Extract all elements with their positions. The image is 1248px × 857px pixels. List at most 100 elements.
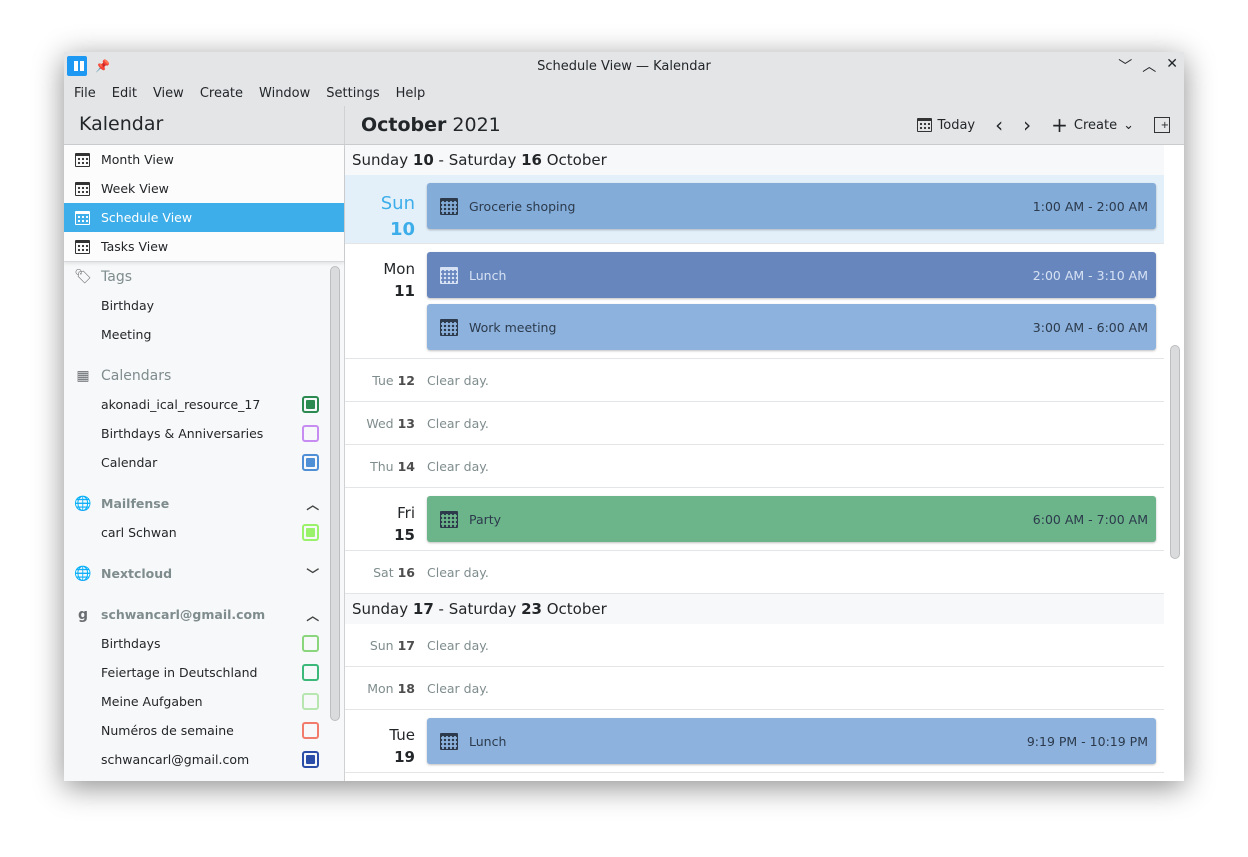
calendar-checkbox[interactable] bbox=[302, 722, 319, 739]
sidebar-item-week-view[interactable]: Week View bbox=[64, 174, 344, 203]
item-label: Meeting bbox=[101, 327, 152, 342]
weekday: Fri bbox=[397, 504, 415, 522]
calendar-item[interactable]: Numéros de semaine bbox=[64, 716, 328, 745]
title-bar: 📌 Schedule View — Kalendar ﹀ ︿ ✕ bbox=[64, 52, 1184, 80]
sidebar-item-month-view[interactable]: Month View bbox=[64, 145, 344, 174]
event-time: 2:00 AM - 3:10 AM bbox=[1032, 267, 1148, 283]
calendar-item[interactable]: Meine Aufgaben bbox=[64, 687, 328, 716]
event-time: 3:00 AM - 6:00 AM bbox=[1032, 319, 1148, 335]
today-button[interactable]: Today bbox=[916, 118, 975, 133]
day-label: Sat 16 bbox=[345, 565, 427, 580]
week-header-part: 16 bbox=[521, 151, 542, 169]
menu-view[interactable]: View bbox=[152, 85, 184, 101]
section-nextcloud[interactable]: 🌐 Nextcloud ﹀ bbox=[64, 559, 328, 588]
calendar-checkbox[interactable] bbox=[302, 524, 319, 541]
calendar-item[interactable]: Birthday bbox=[64, 291, 328, 320]
item-label: Calendar bbox=[101, 455, 158, 470]
section-label: Nextcloud bbox=[101, 566, 173, 581]
day-number: 15 bbox=[394, 526, 415, 544]
minimize-button[interactable]: ﹀ bbox=[1118, 59, 1133, 75]
create-button[interactable]: + Create ⌄ bbox=[1051, 113, 1134, 137]
calendar-item[interactable]: Feiertage in Deutschland bbox=[64, 658, 328, 687]
menu-help[interactable]: Help bbox=[395, 85, 426, 101]
day-number: 11 bbox=[394, 282, 415, 300]
event-card[interactable]: Party 6:00 AM - 7:00 AM bbox=[427, 496, 1156, 542]
section-schwancarl-gmail-com[interactable]: g schwancarl@gmail.com ︿ bbox=[64, 600, 328, 629]
view-icon bbox=[75, 152, 90, 167]
sidebar-item-schedule-view[interactable]: Schedule View bbox=[64, 203, 344, 232]
calendar-item[interactable]: Meeting bbox=[64, 320, 328, 349]
clear-day-text: Clear day. bbox=[427, 458, 489, 474]
calendar-item[interactable]: carl Schwan bbox=[64, 518, 328, 547]
menu-file[interactable]: File bbox=[74, 85, 96, 101]
week-header-part: - Saturday bbox=[433, 151, 522, 169]
item-label: Meine Aufgaben bbox=[101, 694, 203, 709]
calendar-icon bbox=[916, 118, 932, 132]
schedule-scrollbar[interactable] bbox=[1170, 345, 1180, 559]
calendar-checkbox[interactable] bbox=[302, 635, 319, 652]
chevron-down-icon[interactable]: ﹀ bbox=[306, 567, 319, 582]
day-label: Sun 10 bbox=[345, 175, 427, 243]
calendar-icon: ▦ bbox=[76, 367, 90, 384]
calendar-item[interactable]: Birthdays bbox=[64, 629, 328, 658]
menu-window[interactable]: Window bbox=[259, 85, 311, 101]
pin-icon[interactable]: 📌 bbox=[95, 59, 110, 73]
calendar-item[interactable]: Birthdays & Anniversaries bbox=[64, 419, 328, 448]
calendar-checkbox[interactable] bbox=[302, 693, 319, 710]
event-card[interactable]: Grocerie shoping 1:00 AM - 2:00 AM bbox=[427, 183, 1156, 229]
view-icon bbox=[75, 239, 90, 254]
day-label: Mon 18 bbox=[345, 681, 427, 696]
week-header-part: Sunday bbox=[352, 151, 413, 169]
kalendar-app-icon[interactable] bbox=[67, 56, 87, 76]
next-button[interactable]: › bbox=[1023, 113, 1032, 137]
section-mailfense[interactable]: 🌐 Mailfense ︿ bbox=[64, 489, 328, 518]
day-label: Mon 11 bbox=[345, 244, 427, 358]
day-label: Fri 15 bbox=[345, 488, 427, 550]
maximize-button[interactable]: ︿ bbox=[1142, 59, 1157, 75]
calendar-checkbox[interactable] bbox=[302, 396, 319, 413]
globe-icon: 🌐 bbox=[74, 495, 92, 512]
event-card[interactable]: Lunch 9:19 PM - 10:19 PM bbox=[427, 718, 1156, 764]
day-number: 16 bbox=[397, 564, 415, 580]
menu-settings[interactable]: Settings bbox=[326, 85, 380, 101]
day-label: Sun 17 bbox=[345, 638, 427, 653]
sidebar-title: Kalendar bbox=[64, 106, 345, 144]
event-card[interactable]: Work meeting 3:00 AM - 6:00 AM bbox=[427, 304, 1156, 350]
close-button[interactable]: ✕ bbox=[1166, 56, 1178, 72]
calendar-item[interactable]: Calendar bbox=[64, 448, 328, 477]
create-label: Create bbox=[1073, 117, 1118, 133]
calendar-checkbox[interactable] bbox=[302, 751, 319, 768]
section-tags[interactable]: 🏷 Tags bbox=[64, 262, 328, 291]
menu-create[interactable]: Create bbox=[199, 85, 244, 101]
toggle-panel-button[interactable]: + bbox=[1154, 117, 1170, 133]
event-title: Lunch bbox=[469, 267, 507, 283]
calendar-checkbox[interactable] bbox=[302, 664, 319, 681]
week-header-part: 17 bbox=[412, 600, 434, 618]
calendar-checkbox[interactable] bbox=[302, 454, 319, 471]
event-icon bbox=[440, 732, 458, 750]
event-card[interactable]: Lunch 2:00 AM - 3:10 AM bbox=[427, 252, 1156, 298]
view-icon bbox=[75, 210, 90, 225]
item-label: schwancarl@gmail.com bbox=[101, 752, 250, 767]
day-number: 14 bbox=[397, 458, 415, 474]
day-row: Mon 18 Clear day. bbox=[345, 667, 1164, 710]
menu-edit[interactable]: Edit bbox=[111, 85, 137, 101]
previous-button[interactable]: ‹ bbox=[995, 113, 1004, 137]
day-row: Sun 17 Clear day. bbox=[345, 624, 1164, 667]
calendar-item[interactable]: akonadi_ical_resource_17 bbox=[64, 390, 328, 419]
weekday: Sat bbox=[373, 564, 394, 580]
section-calendars[interactable]: ▦ Calendars bbox=[64, 361, 328, 390]
calendar-item[interactable]: schwancarl@gmail.com bbox=[64, 745, 328, 774]
sidebar-scrollbar[interactable] bbox=[330, 266, 340, 721]
kalendar-window: 📌 Schedule View — Kalendar ﹀ ︿ ✕ File Edi… bbox=[64, 52, 1184, 781]
event-icon bbox=[440, 197, 458, 215]
event-time: 1:00 AM - 2:00 AM bbox=[1032, 198, 1148, 214]
sidebar-item-tasks-view[interactable]: Tasks View bbox=[64, 232, 344, 261]
chevron-up-icon[interactable]: ︿ bbox=[306, 608, 319, 623]
sidebar-item-label: Schedule View bbox=[101, 210, 193, 225]
calendar-checkbox[interactable] bbox=[302, 425, 319, 442]
event-time: 6:00 AM - 7:00 AM bbox=[1032, 511, 1148, 527]
day-label: Thu 14 bbox=[345, 459, 427, 474]
chevron-down-icon: ⌄ bbox=[1123, 117, 1134, 133]
chevron-up-icon[interactable]: ︿ bbox=[306, 497, 319, 512]
